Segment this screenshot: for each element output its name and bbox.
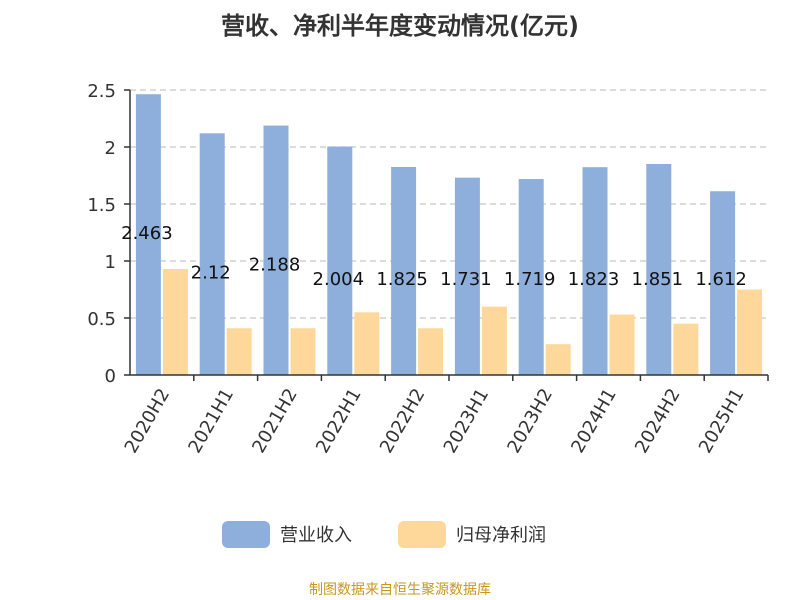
bar-revenue [646,163,672,375]
legend-item: 归母净利润 [398,521,546,548]
bar-revenue [199,133,225,375]
data-labels-layer: 2.463 2.12 2.188 2.004 1.825 1.731 1.719 1.823 1… [121,223,747,290]
x-tick-label: 2022H2 [376,385,430,457]
bar-net-profit [673,323,699,375]
x-tick-label: 2022H1 [312,385,366,457]
data-label-revenue: 1.731 [440,269,492,290]
bar-net-profit [162,268,188,375]
bar-revenue [327,146,353,375]
y-tick-label: 2.5 [87,81,116,102]
bar-net-profit [226,328,252,375]
x-tick-label: 2021H1 [184,385,238,457]
legend-label: 归母净利润 [456,525,546,546]
legend-swatch [398,521,446,548]
x-tick-label: 2021H2 [248,385,302,457]
x-tick-label: 2025H1 [695,385,749,457]
chart-title: 营收、净利半年度变动情况(亿元) [221,12,579,40]
data-label-revenue: 2.188 [249,255,301,276]
data-label-revenue: 1.851 [632,269,684,290]
x-tick-label: 2020H2 [121,385,175,457]
bars-layer [135,94,763,376]
legend-swatch [222,521,270,548]
bar-net-profit [481,306,507,375]
bar-net-profit [418,328,444,375]
x-tick-label: 2023H2 [503,385,557,457]
x-tick-label: 2024H1 [567,385,621,457]
data-label-revenue: 2.12 [191,262,231,283]
y-tick-label: 2 [105,138,116,159]
x-tick-label: 2024H2 [631,385,685,457]
bar-revenue [582,167,608,375]
y-tick-label: 1 [105,252,116,273]
bar-revenue [135,94,161,375]
y-tick-label: 0 [105,366,116,387]
y-tick-label: 0.5 [87,309,116,330]
bar-net-profit [609,314,635,375]
data-label-revenue: 1.612 [695,269,747,290]
data-label-revenue: 1.825 [376,269,428,290]
bar-revenue [454,177,480,375]
bar-net-profit [290,328,316,375]
data-label-revenue: 1.719 [504,269,556,290]
y-tick-label: 1.5 [87,195,116,216]
bar-revenue [263,125,289,376]
x-tick-label: 2023H1 [440,385,494,457]
bar-revenue [391,166,417,375]
data-label-revenue: 2.004 [313,269,365,290]
legend-label: 营业收入 [280,525,352,546]
legend-item: 营业收入 [222,521,352,548]
bar-revenue [518,179,544,375]
bar-net-profit [545,344,571,375]
legend: 营业收入 归母净利润 [222,521,546,548]
bar-net-profit [737,289,763,375]
bar-revenue [710,191,736,375]
data-label-revenue: 1.823 [568,269,620,290]
data-label-revenue: 2.463 [121,223,173,244]
source-note: 制图数据来自恒生聚源数据库 [309,582,491,598]
bar-net-profit [354,312,380,375]
